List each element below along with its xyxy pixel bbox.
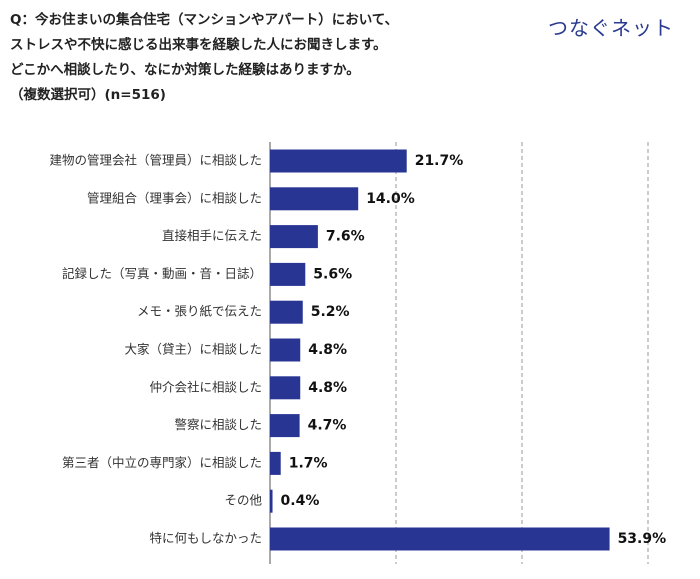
value-label: 0.4% <box>281 493 320 509</box>
category-label: 大家（貸主）に相談した <box>124 342 262 357</box>
category-label: 警察に相談した <box>174 417 262 432</box>
bar <box>270 262 306 286</box>
value-label: 53.9% <box>618 531 667 547</box>
bar <box>270 489 273 513</box>
bar <box>270 451 281 475</box>
bar <box>270 527 610 551</box>
value-label: 5.2% <box>311 304 350 320</box>
value-label: 1.7% <box>289 455 328 471</box>
category-label: メモ・張り紙で伝えた <box>137 304 262 319</box>
category-label: 第三者（中立の専門家）に相談した <box>62 455 262 470</box>
category-label: その他 <box>224 493 262 508</box>
category-label: 仲介会社に相談した <box>149 379 262 394</box>
value-label: 7.6% <box>326 229 365 245</box>
value-label: 21.7% <box>415 153 464 169</box>
question-line: （複数選択可）(n=516) <box>10 87 166 103</box>
question-line: ストレスや不快に感じる出来事を経験した人にお聞きします。 <box>10 37 387 53</box>
bar-layer <box>270 149 610 551</box>
bar <box>270 225 318 249</box>
value-label: 4.8% <box>308 380 347 396</box>
bar <box>270 376 301 400</box>
category-label: 特に何もしなかった <box>149 531 262 546</box>
value-label: 14.0% <box>366 191 415 207</box>
value-label: 4.8% <box>308 342 347 358</box>
bar <box>270 414 300 438</box>
value-label: 4.7% <box>308 418 347 434</box>
value-label: 5.6% <box>313 266 352 282</box>
category-label: 記録した（写真・動画・音・日誌） <box>62 266 262 281</box>
question-line: Q：今お住まいの集合住宅（マンションやアパート）において、 <box>10 12 399 28</box>
label-layer: 建物の管理会社（管理員）に相談した 21.7% 管理組合（理事会）に相談した 14.0… <box>49 153 666 548</box>
bar <box>270 300 303 324</box>
category-label: 建物の管理会社（管理員）に相談した <box>49 153 262 168</box>
category-label: 管理組合（理事会）に相談した <box>87 190 262 205</box>
bar <box>270 149 407 173</box>
question-line: どこかへ相談したり、なにか対策した経験はありますか。 <box>10 62 360 78</box>
brand-logo: つなぐネット <box>548 16 674 40</box>
bar <box>270 338 301 362</box>
bar <box>270 187 359 211</box>
question-text: Q：今お住まいの集合住宅（マンションやアパート）において、 ストレスや不快に感じ… <box>10 8 398 108</box>
category-label: 直接相手に伝えた <box>162 228 262 243</box>
